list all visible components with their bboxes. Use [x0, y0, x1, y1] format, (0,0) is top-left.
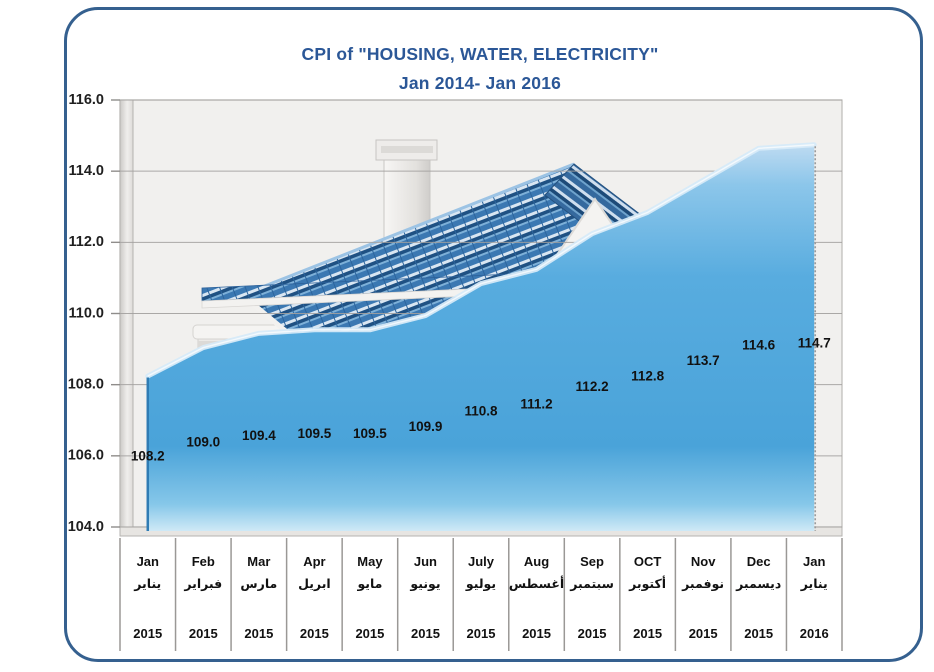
chart-title-line2: Jan 2014- Jan 2016: [398, 72, 562, 93]
x-axis-year-label: 2015: [411, 626, 440, 641]
data-label: 113.7: [687, 353, 720, 368]
x-axis-year-label: 2015: [633, 626, 662, 641]
data-label: 110.8: [464, 403, 498, 418]
x-axis-month-label: Feb: [192, 554, 215, 569]
x-axis-year-label: 2015: [355, 626, 384, 641]
data-label: 112.8: [631, 369, 665, 384]
x-axis-arabic-label: سبتمبر: [569, 577, 614, 591]
x-axis-arabic-label: أغسطس: [509, 575, 564, 591]
x-axis-arabic-label: نوفمبر: [681, 577, 724, 591]
x-axis-month-label: Jan: [803, 554, 825, 569]
y-axis-tick-label: 116.0: [69, 92, 105, 108]
x-axis-month-label: July: [468, 554, 495, 569]
x-axis-year-label: 2015: [578, 626, 607, 641]
x-axis-arabic-label: مارس: [240, 577, 277, 591]
data-label: 111.2: [520, 397, 552, 412]
area-series-layer: [145, 142, 817, 531]
x-axis-year-label: 2015: [522, 626, 551, 641]
data-labels-layer: 108.2 109.0 109.4 109.5 109.5 109.9 110.8 111.2…: [131, 336, 831, 464]
data-label: 112.2: [576, 379, 609, 394]
data-label: 109.4: [242, 428, 276, 443]
x-axis-year-label: 2015: [467, 626, 496, 641]
data-label: 109.0: [186, 435, 220, 450]
x-axis-month-label: OCT: [634, 554, 662, 569]
data-label: 109.5: [297, 426, 331, 441]
x-axis-arabic-label: أكتوبر: [628, 575, 666, 591]
chart-title-line1: CPI of "HOUSING, WATER, ELECTRICITY": [301, 44, 659, 64]
y-axis-tick-label: 112.0: [69, 234, 105, 250]
x-axis-year-label: 2015: [244, 626, 273, 641]
axes-layer: 104.0 106.0 108.0 110.0 112.0 114.0 116.0: [68, 92, 120, 535]
x-axis-table-layer: Jan يناير 2015 Feb فبراير 2015 Mar مارس 2015 Apr ا…: [119, 538, 843, 651]
y-axis-tick-label: 106.0: [68, 448, 104, 464]
x-axis-month-label: Apr: [303, 554, 325, 569]
x-axis-month-label: Sep: [580, 554, 604, 569]
x-axis-month-label: Nov: [691, 554, 716, 569]
chart-title-block: CPI of "HOUSING, WATER, ELECTRICITY" Jan…: [130, 40, 830, 98]
x-axis-year-label: 2015: [300, 626, 329, 641]
x-axis-month-label: Aug: [524, 554, 549, 569]
x-axis-arabic-label: يوليو: [465, 577, 496, 591]
x-axis-year-label: 2015: [133, 626, 162, 641]
x-axis-year-label: 2015: [689, 626, 718, 641]
y-axis-tick-label: 104.0: [68, 519, 104, 535]
data-label: 109.9: [409, 419, 443, 434]
x-axis-arabic-label: ابريل: [298, 577, 331, 591]
y-axis-tick-label: 108.0: [68, 376, 104, 392]
x-axis-arabic-label: ديسمبر: [735, 577, 781, 591]
y-axis-tick-label: 114.0: [69, 163, 105, 179]
x-axis-arabic-label: مايو: [356, 577, 382, 591]
data-label: 109.5: [353, 426, 387, 441]
x-axis-year-label: 2015: [744, 626, 773, 641]
y-axis-tick-label: 110.0: [69, 305, 105, 321]
data-label: 108.2: [131, 449, 165, 464]
x-axis-year-label: 2016: [800, 626, 829, 641]
x-axis-arabic-label: يونيو: [409, 577, 440, 591]
x-axis-month-label: Jan: [137, 554, 159, 569]
area-top-highlight: [147, 144, 815, 377]
area-series: [147, 146, 815, 531]
x-axis-month-label: Mar: [247, 554, 270, 569]
x-axis-month-label: Dec: [747, 554, 771, 569]
x-axis-arabic-label: فبراير: [183, 577, 222, 591]
x-axis-arabic-label: يناير: [800, 577, 828, 591]
data-label: 114.7: [798, 336, 831, 351]
x-axis-month-label: Jun: [414, 554, 437, 569]
x-axis-arabic-label: يناير: [133, 577, 161, 591]
data-label: 114.6: [742, 337, 776, 352]
x-axis-year-label: 2015: [189, 626, 218, 641]
x-axis-month-label: May: [357, 554, 383, 569]
